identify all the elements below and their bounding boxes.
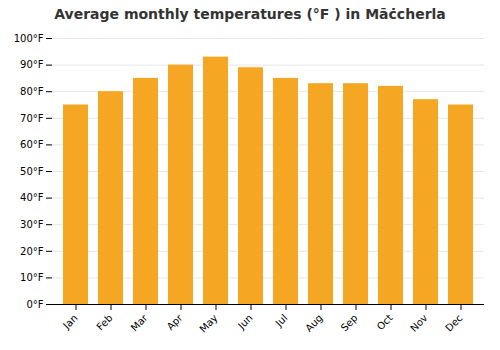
svg-text:Apr: Apr bbox=[165, 312, 186, 333]
svg-text:Jun: Jun bbox=[235, 312, 255, 332]
svg-text:60°F: 60°F bbox=[20, 139, 44, 150]
svg-text:40°F: 40°F bbox=[20, 192, 44, 203]
svg-text:20°F: 20°F bbox=[20, 246, 44, 257]
svg-text:70°F: 70°F bbox=[20, 113, 44, 124]
svg-text:10°F: 10°F bbox=[20, 272, 44, 283]
svg-text:80°F: 80°F bbox=[20, 86, 44, 97]
svg-text:90°F: 90°F bbox=[20, 59, 44, 70]
svg-text:30°F: 30°F bbox=[20, 219, 44, 230]
svg-text:Oct: Oct bbox=[375, 312, 395, 332]
svg-text:Jul: Jul bbox=[273, 312, 290, 329]
html-text:Average monthly temperatures (: Average monthly temperatures (°F ) in Mā… bbox=[54, 6, 446, 22]
svg-text:50°F: 50°F bbox=[20, 166, 44, 177]
svg-text:Feb: Feb bbox=[94, 312, 114, 332]
svg-text:0°F: 0°F bbox=[26, 299, 43, 310]
svg-text:Mar: Mar bbox=[129, 312, 151, 334]
svg-text:May: May bbox=[197, 312, 219, 334]
svg-text:Aug: Aug bbox=[303, 312, 325, 334]
svg-text:Sep: Sep bbox=[339, 312, 360, 333]
svg-text:100°F: 100°F bbox=[14, 33, 44, 44]
svg-text:Dec: Dec bbox=[443, 312, 464, 333]
svg-text:Nov: Nov bbox=[408, 312, 430, 334]
svg-text:Jan: Jan bbox=[60, 312, 79, 331]
